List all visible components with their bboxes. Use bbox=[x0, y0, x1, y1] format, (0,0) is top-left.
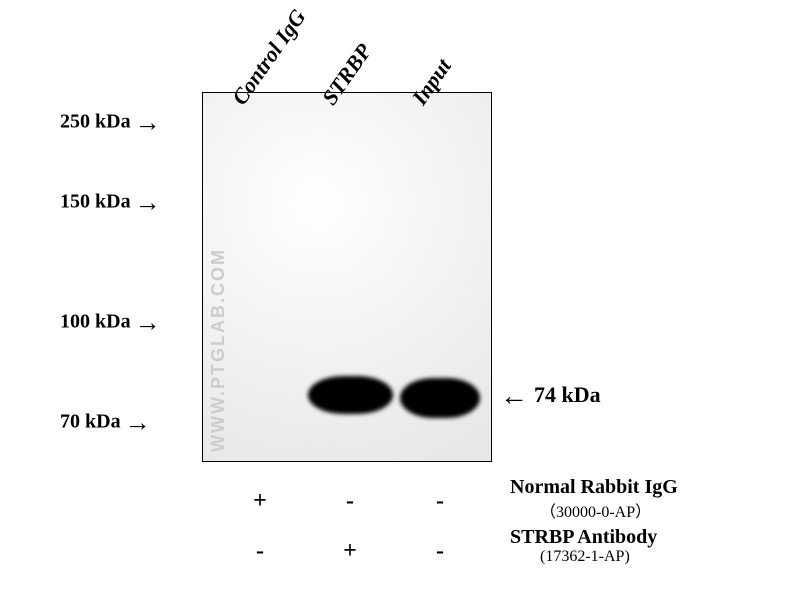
ip-row-sublabel-0: （30000-0-AP） bbox=[540, 498, 651, 522]
arrow-right-icon: → bbox=[135, 188, 161, 218]
ip-row-sublabel-1: (17362-1-AP) bbox=[540, 548, 630, 566]
ip-row-label-0: Normal Rabbit IgG bbox=[510, 476, 678, 499]
protein-band-1 bbox=[400, 378, 480, 418]
target-band-text: 74 kDa bbox=[534, 382, 601, 407]
arrow-right-icon: → bbox=[125, 408, 151, 438]
target-band-label: ←74 kDa bbox=[500, 381, 601, 413]
mw-marker-label: 70 kDa bbox=[60, 411, 121, 433]
ip-sign-r1-c1: + bbox=[340, 538, 360, 565]
ip-sign-r0-c1: - bbox=[340, 488, 360, 515]
ip-sign-r0-c0: + bbox=[250, 488, 270, 515]
mw-marker-label: 150 kDa bbox=[60, 191, 131, 213]
mw-marker-0: 250 kDa→ bbox=[60, 108, 161, 138]
ip-row-label-1: STRBP Antibody bbox=[510, 526, 657, 549]
mw-marker-3: 70 kDa→ bbox=[60, 408, 151, 438]
ip-sign-r1-c2: - bbox=[430, 538, 450, 565]
watermark-text: WWW.PTGLAB.COM bbox=[208, 248, 229, 452]
arrow-right-icon: → bbox=[135, 308, 161, 338]
mw-marker-1: 150 kDa→ bbox=[60, 188, 161, 218]
ip-sign-r1-c0: - bbox=[250, 538, 270, 565]
ip-sign-r0-c2: - bbox=[430, 488, 450, 515]
mw-marker-2: 100 kDa→ bbox=[60, 308, 161, 338]
mw-marker-label: 250 kDa bbox=[60, 111, 131, 133]
arrow-left-icon: ← bbox=[500, 381, 528, 413]
mw-marker-label: 100 kDa bbox=[60, 311, 131, 333]
arrow-right-icon: → bbox=[135, 108, 161, 138]
protein-band-0 bbox=[308, 376, 393, 414]
